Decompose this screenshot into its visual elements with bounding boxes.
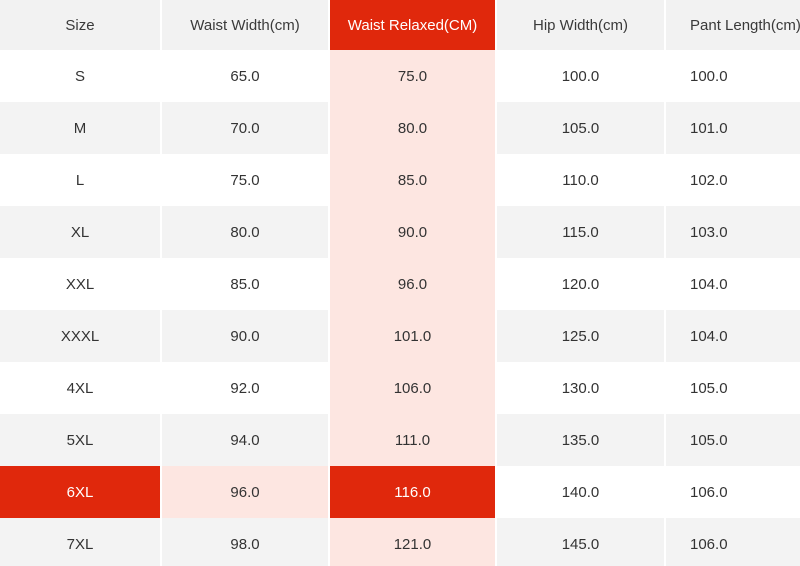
- measurement-cell: 111.0: [330, 414, 495, 466]
- size-label-cell: 7XL: [0, 518, 160, 566]
- measurement-cell: 90.0: [162, 310, 328, 362]
- size-label-cell: 5XL: [0, 414, 160, 466]
- measurement-cell: 106.0: [330, 362, 495, 414]
- measurement-cell: 90.0: [330, 206, 495, 258]
- measurement-cell: 105.0: [666, 414, 800, 466]
- measurement-cell: 104.0: [666, 310, 800, 362]
- measurement-cell: 96.0: [330, 258, 495, 310]
- column-header: Waist Width(cm): [162, 0, 328, 50]
- measurement-cell: 106.0: [666, 466, 800, 518]
- size-label-cell: S: [0, 50, 160, 102]
- measurement-cell: 85.0: [162, 258, 328, 310]
- measurement-cell: 106.0: [666, 518, 800, 566]
- measurement-cell: 120.0: [497, 258, 664, 310]
- measurement-cell: 101.0: [330, 310, 495, 362]
- measurement-cell: 135.0: [497, 414, 664, 466]
- measurement-cell: 105.0: [666, 362, 800, 414]
- measurement-cell: 100.0: [497, 50, 664, 102]
- size-label-cell: XL: [0, 206, 160, 258]
- measurement-cell: 70.0: [162, 102, 328, 154]
- size-label-cell: 6XL: [0, 466, 160, 518]
- measurement-cell: 94.0: [162, 414, 328, 466]
- measurement-cell: 115.0: [497, 206, 664, 258]
- measurement-cell: 98.0: [162, 518, 328, 566]
- size-label-cell: 4XL: [0, 362, 160, 414]
- measurement-cell: 75.0: [162, 154, 328, 206]
- measurement-cell: 96.0: [162, 466, 328, 518]
- measurement-cell: 85.0: [330, 154, 495, 206]
- column-header: Size: [0, 0, 160, 50]
- measurement-cell: 140.0: [497, 466, 664, 518]
- measurement-cell: 103.0: [666, 206, 800, 258]
- measurement-cell: 104.0: [666, 258, 800, 310]
- measurement-cell: 110.0: [497, 154, 664, 206]
- measurement-cell: 125.0: [497, 310, 664, 362]
- measurement-cell: 75.0: [330, 50, 495, 102]
- measurement-cell: 116.0: [330, 466, 495, 518]
- measurement-cell: 145.0: [497, 518, 664, 566]
- measurement-cell: 130.0: [497, 362, 664, 414]
- measurement-cell: 121.0: [330, 518, 495, 566]
- size-label-cell: M: [0, 102, 160, 154]
- size-label-cell: L: [0, 154, 160, 206]
- measurement-cell: 102.0: [666, 154, 800, 206]
- column-header: Hip Width(cm): [497, 0, 664, 50]
- measurement-cell: 101.0: [666, 102, 800, 154]
- size-label-cell: XXXL: [0, 310, 160, 362]
- measurement-cell: 105.0: [497, 102, 664, 154]
- measurement-cell: 92.0: [162, 362, 328, 414]
- measurement-cell: 80.0: [330, 102, 495, 154]
- size-label-cell: XXL: [0, 258, 160, 310]
- column-header: Pant Length(cm): [666, 0, 800, 50]
- column-header: Waist Relaxed(CM): [330, 0, 495, 50]
- measurement-cell: 80.0: [162, 206, 328, 258]
- measurement-cell: 65.0: [162, 50, 328, 102]
- measurement-cell: 100.0: [666, 50, 800, 102]
